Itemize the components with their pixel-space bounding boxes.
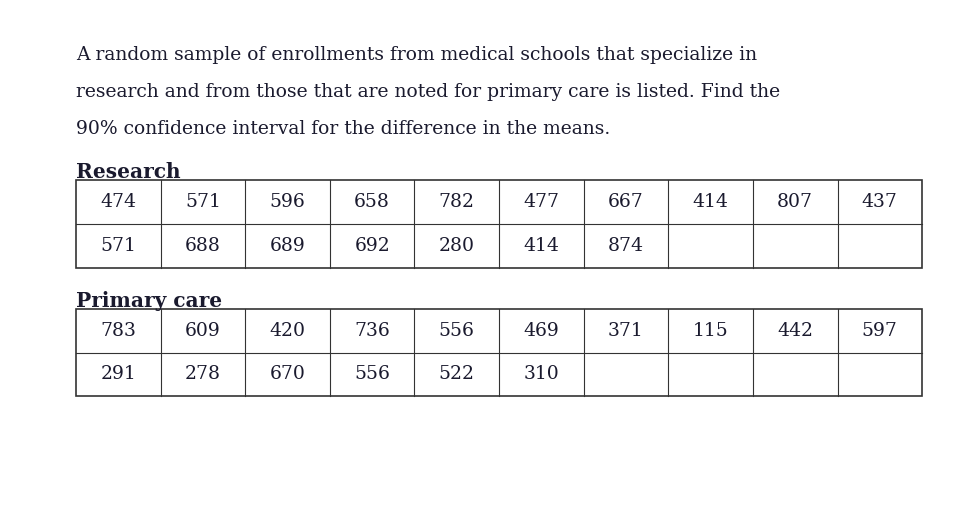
Text: 571: 571 bbox=[100, 237, 136, 255]
Text: 442: 442 bbox=[778, 322, 813, 340]
Text: 692: 692 bbox=[355, 237, 390, 255]
Text: 414: 414 bbox=[524, 237, 559, 255]
Text: 783: 783 bbox=[100, 322, 136, 340]
Text: 115: 115 bbox=[693, 322, 728, 340]
Text: 597: 597 bbox=[862, 322, 897, 340]
Text: Primary care: Primary care bbox=[76, 291, 222, 311]
Bar bbox=[76, 309, 923, 396]
Text: 658: 658 bbox=[355, 193, 390, 211]
Text: 688: 688 bbox=[185, 237, 221, 255]
Text: 371: 371 bbox=[609, 322, 644, 340]
Text: 437: 437 bbox=[862, 193, 897, 211]
Text: 420: 420 bbox=[270, 322, 305, 340]
Text: 667: 667 bbox=[609, 193, 644, 211]
Text: 556: 556 bbox=[355, 365, 390, 383]
Bar bbox=[76, 180, 923, 268]
Text: 736: 736 bbox=[355, 322, 390, 340]
Text: 414: 414 bbox=[693, 193, 728, 211]
Text: 689: 689 bbox=[270, 237, 305, 255]
Text: 782: 782 bbox=[439, 193, 474, 211]
Text: 90% confidence interval for the difference in the means.: 90% confidence interval for the differen… bbox=[76, 120, 611, 138]
Text: 874: 874 bbox=[608, 237, 644, 255]
Text: 291: 291 bbox=[100, 365, 136, 383]
Text: 474: 474 bbox=[100, 193, 136, 211]
Text: 280: 280 bbox=[439, 237, 474, 255]
Text: 807: 807 bbox=[778, 193, 813, 211]
Text: 670: 670 bbox=[270, 365, 305, 383]
Text: 596: 596 bbox=[270, 193, 305, 211]
Text: 310: 310 bbox=[524, 365, 559, 383]
Text: Research: Research bbox=[76, 162, 181, 182]
Text: 477: 477 bbox=[524, 193, 559, 211]
Text: 609: 609 bbox=[185, 322, 221, 340]
Text: 522: 522 bbox=[439, 365, 474, 383]
Text: research and from those that are noted for primary care is listed. Find the: research and from those that are noted f… bbox=[76, 83, 781, 101]
Text: 278: 278 bbox=[185, 365, 221, 383]
Text: 469: 469 bbox=[524, 322, 559, 340]
Text: A random sample of enrollments from medical schools that specialize in: A random sample of enrollments from medi… bbox=[76, 46, 757, 64]
Text: 556: 556 bbox=[439, 322, 474, 340]
Text: 571: 571 bbox=[185, 193, 221, 211]
